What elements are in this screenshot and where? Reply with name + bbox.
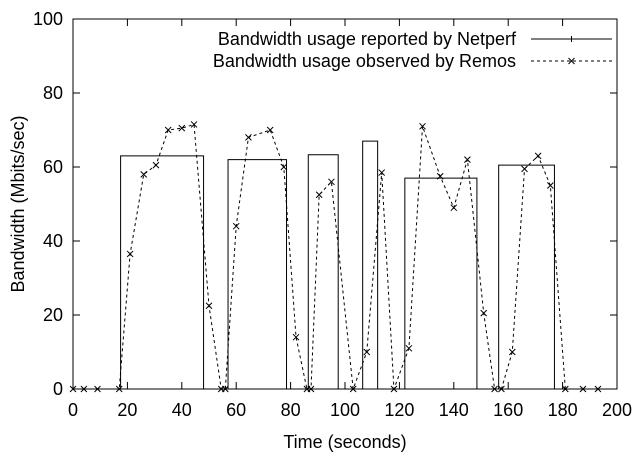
y-tick-label: 20	[43, 305, 63, 325]
series-1-point	[390, 385, 398, 393]
series-1-point	[547, 182, 554, 189]
series-1-point	[498, 385, 505, 393]
x-tick-label: 180	[548, 400, 578, 420]
series-1-point	[450, 204, 458, 212]
series-1-point	[126, 250, 134, 258]
series-1-point	[178, 124, 186, 132]
plot-frame	[72, 18, 618, 390]
series-0	[73, 140, 601, 390]
series-1-point	[152, 161, 160, 169]
y-tick-label: 80	[43, 83, 63, 103]
series-0-point	[568, 36, 575, 42]
x-tick-label: 80	[281, 400, 301, 420]
legend-label-0: Bandwidth usage reported by Netperf	[218, 29, 517, 49]
series-1-point	[561, 385, 569, 393]
series-1-point	[521, 165, 528, 173]
series-1-point	[292, 333, 300, 341]
x-tick-label: 100	[330, 400, 360, 420]
series-1-point	[508, 348, 516, 356]
series-1-point	[436, 172, 444, 180]
y-tick-label: 40	[43, 231, 63, 251]
series-1-point	[280, 163, 288, 171]
x-tick-label: 0	[68, 400, 78, 420]
series-1-point	[464, 156, 471, 163]
x-tick-label: 160	[493, 400, 523, 420]
series-1-point	[363, 348, 371, 356]
series-1-point	[328, 178, 335, 186]
series-1-point	[480, 309, 488, 317]
series-1-point	[315, 191, 323, 199]
series-1-point	[266, 126, 274, 134]
series-1-point	[349, 385, 357, 393]
legend-marker-0	[568, 36, 575, 42]
legend-label-1: Bandwidth usage observed by Remos	[213, 51, 516, 71]
series-1-point	[94, 385, 101, 393]
x-tick-label: 140	[439, 400, 469, 420]
series-1-point	[307, 385, 315, 393]
y-tick-label: 0	[53, 379, 63, 399]
series-1-line	[73, 123, 598, 390]
series-1	[69, 121, 602, 393]
y-tick-label: 100	[33, 9, 63, 29]
x-tick-label: 20	[117, 400, 137, 420]
x-axis-label: Time (seconds)	[283, 432, 406, 452]
series-1-point	[221, 385, 229, 393]
series-1-point	[534, 152, 542, 160]
series-1-point	[594, 385, 602, 393]
series-1-point	[245, 134, 252, 141]
series-1-point	[419, 122, 426, 130]
series-1-point	[164, 126, 172, 134]
series-0-line	[73, 140, 601, 390]
x-tick-label: 200	[602, 400, 632, 420]
series-1-point	[205, 302, 213, 310]
x-tick-label: 120	[384, 400, 414, 420]
series-1-point	[115, 385, 123, 393]
series-1-point	[80, 385, 88, 393]
series-1-point	[140, 171, 148, 178]
series-1-point	[579, 385, 587, 393]
series-1-point	[232, 222, 240, 230]
series-1-point	[378, 169, 386, 176]
x-tick-label: 60	[226, 400, 246, 420]
series-1-point	[405, 344, 413, 352]
x-tick-label: 40	[172, 400, 192, 420]
series-1-point	[491, 385, 498, 393]
legend-marker-1	[568, 57, 575, 65]
series-1-point	[190, 121, 198, 128]
series-1-point	[568, 57, 575, 65]
series-1-point	[69, 385, 77, 393]
y-tick-label: 60	[43, 157, 63, 177]
y-axis-label: Bandwidth (Mbits/sec)	[8, 115, 28, 292]
